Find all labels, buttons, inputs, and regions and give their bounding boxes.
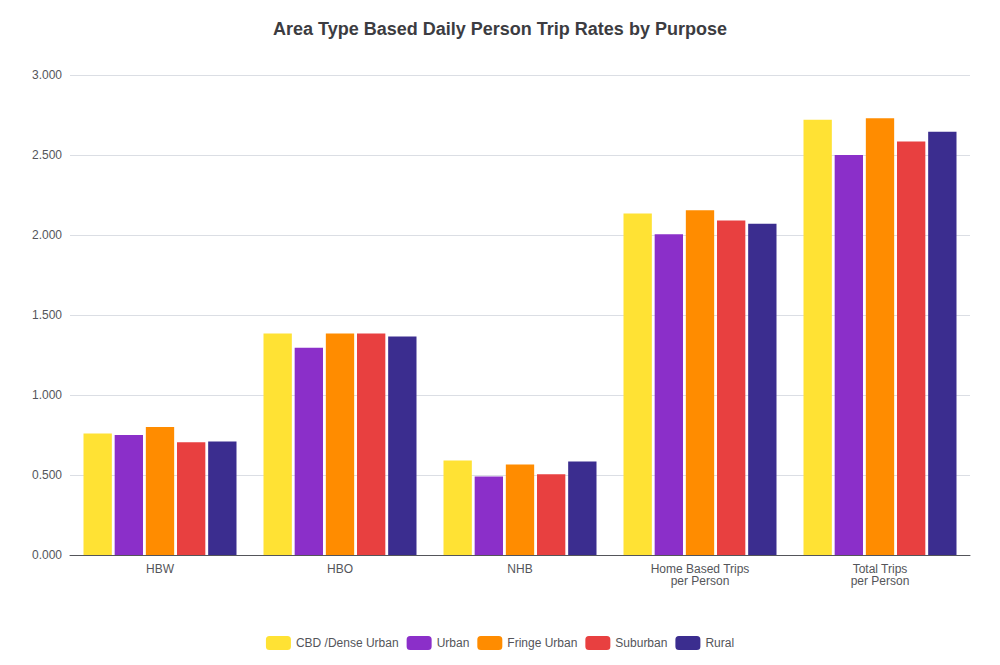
- svg-text:per Person: per Person: [671, 574, 730, 588]
- svg-text:CBD /Dense Urban: CBD /Dense Urban: [296, 636, 399, 650]
- svg-text:per Person: per Person: [851, 574, 910, 588]
- svg-text:Fringe Urban: Fringe Urban: [507, 636, 577, 650]
- svg-text:Rural: Rural: [705, 636, 734, 650]
- svg-text:1.000: 1.000: [32, 388, 62, 402]
- svg-text:Total Trips: Total Trips: [852, 562, 908, 576]
- svg-text:2.500: 2.500: [32, 148, 62, 162]
- svg-text:Suburban: Suburban: [615, 636, 667, 650]
- svg-text:3.000: 3.000: [32, 68, 62, 82]
- svg-text:Urban: Urban: [437, 636, 470, 650]
- svg-text:Area Type Based Daily Person T: Area Type Based Daily Person Trip Rates …: [273, 19, 727, 39]
- svg-text:0.000: 0.000: [32, 548, 62, 562]
- svg-text:HBW: HBW: [146, 562, 175, 576]
- svg-text:1.500: 1.500: [32, 308, 62, 322]
- svg-text:NHB: NHB: [507, 562, 532, 576]
- svg-text:Home Based Trips: Home Based Trips: [650, 562, 750, 576]
- svg-text:2.000: 2.000: [32, 228, 62, 242]
- svg-text:HBO: HBO: [327, 562, 353, 576]
- svg-text:0.500: 0.500: [32, 468, 62, 482]
